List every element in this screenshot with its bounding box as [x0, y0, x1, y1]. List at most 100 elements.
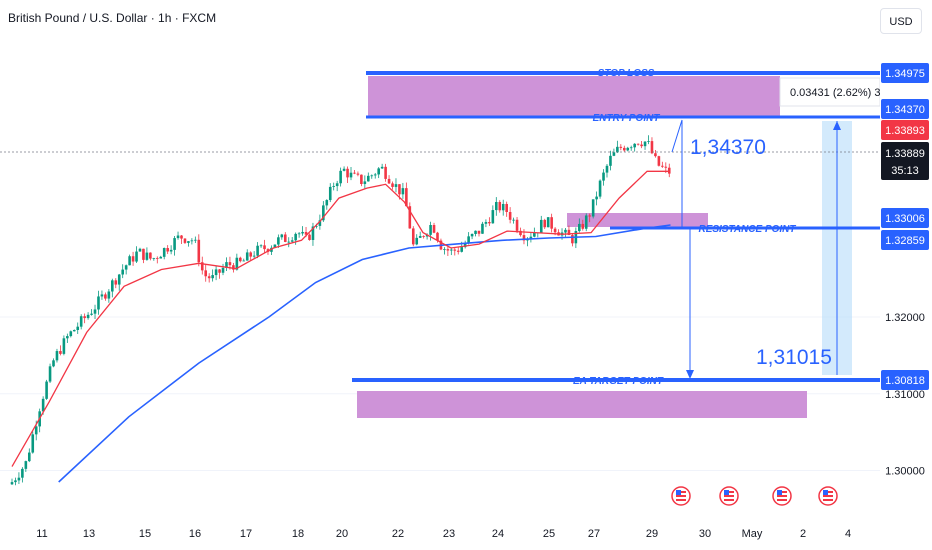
resistance-top-price-tag: [881, 208, 929, 228]
candle-body: [512, 219, 515, 221]
last-close-price-tag: [881, 120, 929, 140]
candle-body: [52, 360, 55, 367]
candle-body: [612, 152, 616, 156]
target-price-text: 1.30818: [885, 375, 925, 387]
candle-body: [142, 248, 145, 260]
candle-body: [391, 183, 394, 187]
candle-body: [539, 219, 543, 233]
candle-body: [308, 234, 311, 240]
candle-body: [290, 240, 294, 242]
candle-body: [546, 217, 550, 228]
time-tick-label: 11: [36, 528, 47, 540]
currency-button[interactable]: USD: [880, 8, 922, 34]
candle-body: [138, 248, 142, 252]
candle-body: [387, 178, 391, 184]
candle-body: [104, 294, 107, 299]
candle-body: [581, 223, 585, 229]
time-tick-label: 13: [83, 528, 95, 540]
candle-body: [335, 183, 339, 187]
events-layer: [671, 486, 838, 506]
candle-body: [34, 426, 38, 435]
candle-body: [221, 267, 225, 273]
candle-body: [470, 233, 474, 237]
candle-body: [111, 280, 114, 292]
candle-body: [287, 241, 291, 243]
arrow-up-icon: [833, 121, 841, 130]
candle-body: [159, 256, 163, 259]
candle-body: [463, 243, 467, 248]
candle-body: [190, 240, 194, 242]
candle-body: [481, 223, 484, 234]
candle-body: [356, 173, 360, 175]
candle-body: [55, 351, 59, 361]
candle-body: [636, 143, 640, 145]
candle-body: [83, 316, 86, 319]
candle-body: [477, 230, 481, 234]
us-flag-icon[interactable]: [818, 486, 838, 506]
candle-body: [443, 249, 446, 250]
candle-body: [93, 309, 97, 314]
target-price-tag: [881, 370, 929, 390]
candle-body: [342, 168, 346, 171]
candle-body: [346, 168, 349, 178]
candle-body: [259, 245, 263, 247]
candle-body: [494, 201, 498, 211]
resistance-point-label: RESISTANCE POINT: [698, 224, 796, 235]
candle-body: [519, 230, 522, 236]
candle-body: [69, 331, 73, 337]
candle-body: [436, 232, 439, 241]
candle-body: [456, 250, 460, 252]
candle-body: [10, 482, 14, 485]
candle-body: [654, 153, 657, 157]
candle-body: [242, 260, 246, 262]
stop-loss-zone: [368, 76, 780, 116]
time-axis[interactable]: 11 13 15 16 17 18 20 22 23 24 25 27 29 30 May 2 4: [36, 528, 851, 540]
candle-body: [315, 225, 318, 227]
candle-body: [311, 226, 315, 240]
candle-body: [591, 199, 595, 217]
candle-body: [415, 237, 419, 245]
entry-price-tag: [881, 99, 929, 119]
candle-body: [322, 205, 325, 221]
candle-body: [339, 170, 342, 184]
candle-body: [235, 257, 239, 270]
candle-body: [166, 248, 169, 252]
candle-body: [609, 155, 612, 166]
price-axis[interactable]: 1.30000 1.31000 1.32000: [880, 0, 932, 550]
candle-body: [498, 201, 502, 211]
candle-body: [121, 269, 124, 275]
candle-body: [124, 265, 128, 270]
time-tick-label: 24: [492, 528, 504, 540]
candle-body: [173, 238, 176, 250]
us-flag-icon[interactable]: [719, 486, 739, 506]
stop-loss-label: STOP LOSS: [598, 68, 655, 79]
target-point-label: EA TARGET POINT: [573, 376, 664, 387]
stop-loss-price-tag: [881, 63, 929, 83]
arrow-down-icon: [686, 370, 694, 379]
candle-body: [239, 257, 242, 262]
resistance-zone: [567, 213, 708, 227]
candle-body: [501, 203, 505, 211]
candle-body: [17, 477, 21, 481]
candle-body: [422, 236, 425, 237]
candle-body: [373, 174, 377, 176]
candle-body: [553, 228, 557, 233]
candle-body: [218, 269, 221, 273]
candle-body: [405, 188, 408, 207]
candle-body: [588, 215, 591, 217]
candle-body: [155, 258, 159, 260]
candle-body: [505, 203, 508, 213]
candle-body: [297, 233, 301, 235]
candle-body: [629, 147, 633, 149]
us-flag-icon[interactable]: [671, 486, 691, 506]
candle-body: [460, 247, 464, 252]
candle-body: [304, 231, 308, 235]
candle-body: [453, 249, 457, 251]
candle-body: [59, 351, 62, 354]
candle-body: [484, 222, 488, 224]
candle-body: [418, 236, 422, 238]
candle-body: [467, 236, 470, 244]
candle-body: [349, 172, 353, 178]
us-flag-icon[interactable]: [772, 486, 792, 506]
